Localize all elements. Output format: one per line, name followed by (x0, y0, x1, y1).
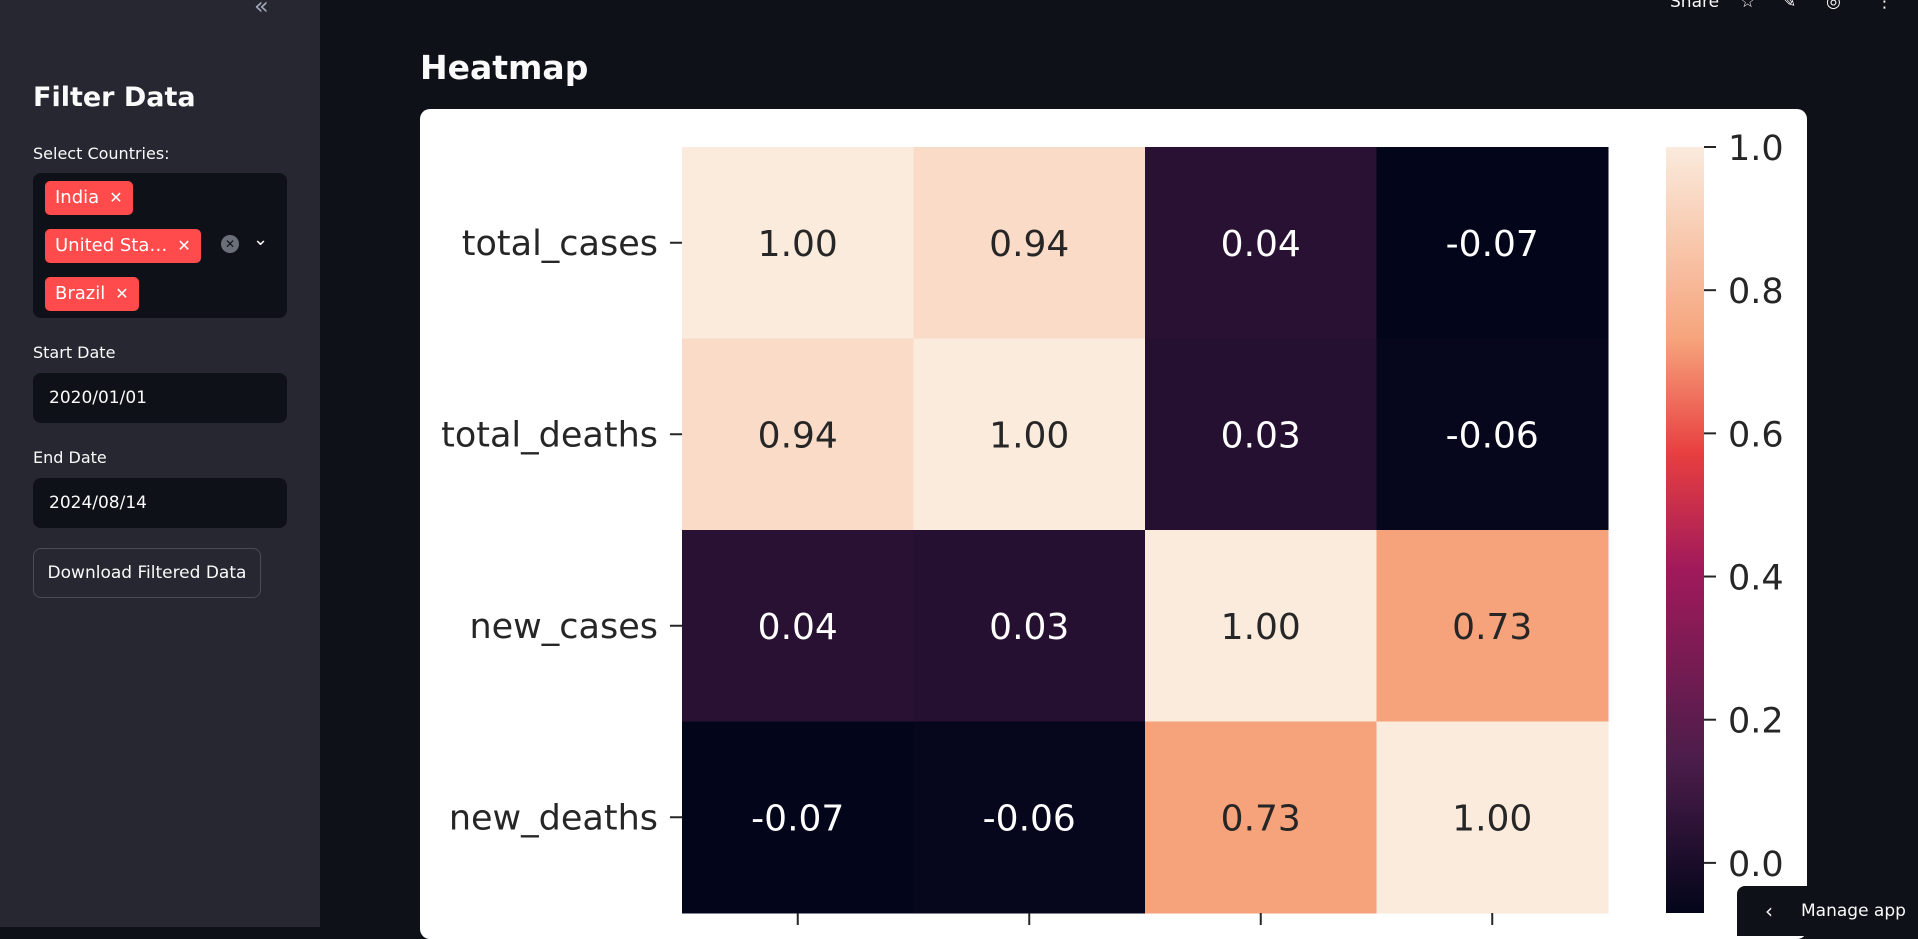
heatmap-cell (1376, 338, 1609, 531)
sidebar-title: Filter Data (33, 82, 196, 113)
heatmap-cell (682, 338, 914, 531)
heatmap-cell (1145, 721, 1377, 914)
heatmap-cell (913, 147, 1146, 339)
share-button[interactable]: Share (1670, 0, 1720, 12)
github-icon[interactable]: ◎ (1826, 0, 1841, 12)
sidebar: « Filter Data Select Countries: India ✕ U… (0, 0, 320, 927)
collapse-sidebar-icon[interactable]: « (254, 0, 269, 20)
cell-value-label: 1.00 (989, 415, 1069, 456)
heatmap-cell (682, 147, 914, 339)
country-chip-brazil[interactable]: Brazil ✕ (45, 277, 139, 311)
heatmap-cell (1145, 530, 1377, 722)
page-title: Heatmap (420, 48, 589, 87)
manage-app-label: Manage app (1801, 901, 1906, 921)
heatmap-cell (913, 338, 1146, 531)
heatmap-cell (1145, 338, 1377, 531)
colorbar-tick-label: 0.8 (1728, 272, 1784, 312)
cell-value-label: 0.94 (989, 224, 1069, 265)
heatmap-cell (1145, 147, 1377, 339)
cell-value-label: -0.07 (751, 798, 844, 839)
cell-value-label: 0.73 (1221, 798, 1301, 839)
heatmap-cell (913, 530, 1146, 722)
colorbar (1666, 147, 1704, 913)
chevron-down-icon[interactable]: ⌄ (253, 229, 269, 250)
colorbar-tick-label: 1.0 (1728, 129, 1784, 169)
star-icon[interactable]: ☆ (1740, 0, 1756, 12)
colorbar-tick-label: 0.4 (1728, 559, 1784, 599)
heatmap-cell (682, 721, 914, 914)
end-date-label: End Date (33, 448, 107, 467)
cell-value-label: 0.04 (1221, 224, 1301, 265)
row-label: total_deaths (441, 415, 658, 455)
cell-value-label: 1.00 (1452, 798, 1532, 839)
cell-value-label: -0.06 (1446, 415, 1539, 456)
remove-chip-icon[interactable]: ✕ (177, 236, 191, 255)
heatmap-cell (1376, 147, 1609, 339)
cell-value-label: -0.06 (983, 798, 1076, 839)
edit-icon[interactable]: ✎ (1782, 0, 1797, 12)
clear-all-icon[interactable]: ✕ (221, 235, 239, 253)
countries-multiselect[interactable]: India ✕ United Sta… ✕ Brazil ✕ ✕ ⌄ (33, 173, 287, 318)
remove-chip-icon[interactable]: ✕ (109, 188, 123, 207)
row-label: new_cases (469, 607, 658, 647)
heatmap-chart: 1.00 0.94 0.04 -0.07 0.94 1.00 0.03 -0.06 0.04 0.… (441, 129, 1784, 925)
cell-value-label: 0.94 (758, 415, 838, 456)
heatmap-card: 1.00 0.94 0.04 -0.07 0.94 1.00 0.03 -0.06 0.04 0.… (420, 109, 1807, 939)
country-chip-united-states[interactable]: United Sta… ✕ (45, 229, 201, 263)
heatmap-cell (913, 721, 1146, 914)
colorbar-tick-label: 0.6 (1728, 415, 1784, 455)
heatmap-cell (1376, 530, 1609, 722)
country-chip-india[interactable]: India ✕ (45, 181, 133, 215)
row-label: new_deaths (449, 798, 658, 838)
cell-value-label: -0.07 (1446, 224, 1539, 265)
more-menu-icon[interactable]: ⋮ (1876, 0, 1893, 12)
heatmap-cell (1376, 721, 1609, 914)
cell-value-label: 1.00 (758, 224, 838, 265)
chip-label: India (55, 187, 100, 208)
cell-value-label: 1.00 (1221, 607, 1301, 648)
download-button[interactable]: Download Filtered Data (33, 548, 261, 598)
cell-value-label: 0.73 (1452, 607, 1532, 648)
colorbar-tick-label: 0.2 (1728, 702, 1784, 742)
row-label: total_cases (462, 224, 658, 264)
chevron-left-icon: ‹ (1765, 899, 1773, 923)
start-date-label: Start Date (33, 343, 116, 362)
chip-label: Brazil (55, 283, 106, 304)
cell-value-label: 0.03 (989, 607, 1069, 648)
manage-app-button[interactable]: ‹ Manage app (1737, 886, 1918, 936)
heatmap-cell (682, 530, 914, 722)
cell-value-label: 0.04 (758, 607, 838, 648)
start-date-input[interactable]: 2020/01/01 (33, 373, 287, 423)
colorbar-tick-label: 0.0 (1728, 845, 1784, 885)
end-date-input[interactable]: 2024/08/14 (33, 478, 287, 528)
cell-value-label: 0.03 (1221, 415, 1301, 456)
countries-label: Select Countries: (33, 144, 170, 163)
remove-chip-icon[interactable]: ✕ (115, 284, 129, 303)
chip-label: United Sta… (55, 235, 168, 256)
